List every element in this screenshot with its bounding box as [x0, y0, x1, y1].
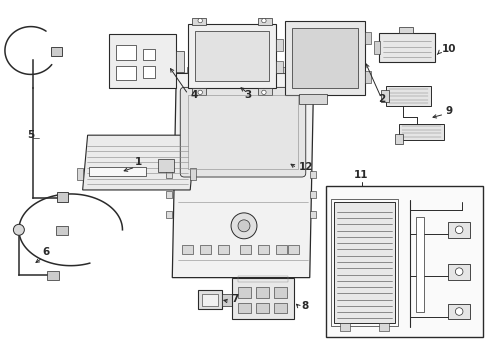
Bar — [116, 67, 136, 80]
Bar — [330, 199, 398, 327]
Bar — [238, 287, 250, 298]
Bar — [415, 217, 424, 312]
Text: 1: 1 — [135, 157, 142, 167]
Text: 11: 11 — [354, 170, 368, 180]
Bar — [238, 302, 250, 314]
Circle shape — [454, 226, 462, 234]
Circle shape — [13, 224, 24, 235]
Bar — [166, 211, 172, 218]
Bar — [399, 27, 412, 32]
Circle shape — [238, 220, 249, 232]
Bar — [379, 32, 434, 62]
Text: 4: 4 — [190, 90, 198, 100]
Bar — [158, 159, 174, 172]
Bar — [447, 303, 469, 319]
FancyBboxPatch shape — [180, 87, 305, 177]
Bar — [258, 18, 271, 24]
Bar — [395, 134, 403, 144]
Bar — [176, 50, 184, 72]
Bar — [258, 88, 271, 95]
Bar — [275, 245, 286, 254]
Bar — [182, 245, 193, 254]
Bar — [238, 276, 287, 282]
Text: 2: 2 — [377, 94, 385, 104]
Bar — [190, 168, 196, 180]
Bar — [47, 271, 59, 280]
Bar — [187, 67, 205, 73]
Bar — [333, 202, 395, 323]
Bar — [232, 278, 293, 319]
Bar — [373, 41, 380, 54]
Bar — [202, 293, 218, 306]
Text: 6: 6 — [42, 247, 49, 257]
Bar — [309, 171, 315, 178]
Circle shape — [198, 90, 202, 95]
Bar — [339, 323, 349, 332]
Bar — [309, 211, 315, 218]
Bar — [57, 192, 67, 202]
Bar — [218, 245, 228, 254]
Bar — [192, 18, 206, 24]
Bar — [188, 24, 275, 88]
Bar — [291, 28, 357, 88]
Bar — [77, 168, 82, 180]
Text: 3: 3 — [244, 90, 251, 100]
Text: 10: 10 — [441, 45, 455, 54]
Bar — [166, 191, 172, 198]
Bar — [287, 245, 298, 254]
Bar — [56, 226, 67, 235]
Bar — [381, 90, 388, 102]
Bar — [195, 31, 268, 81]
Circle shape — [261, 18, 265, 23]
Bar — [386, 86, 430, 106]
Text: 5: 5 — [27, 130, 34, 140]
Circle shape — [198, 18, 202, 23]
Bar — [192, 88, 206, 95]
Bar — [298, 94, 326, 104]
Bar — [88, 167, 146, 176]
Bar — [447, 222, 469, 238]
Bar — [108, 33, 176, 88]
Text: 8: 8 — [301, 301, 308, 311]
Bar — [166, 171, 172, 178]
Bar — [198, 289, 222, 310]
Bar — [143, 67, 155, 78]
Bar — [275, 62, 282, 73]
Bar — [258, 245, 268, 254]
Bar — [275, 39, 282, 50]
Bar — [143, 49, 155, 60]
Text: 9: 9 — [445, 106, 452, 116]
Bar — [399, 124, 443, 140]
Text: 12: 12 — [298, 162, 312, 172]
Circle shape — [261, 90, 265, 95]
Bar — [188, 95, 297, 169]
Circle shape — [454, 308, 462, 315]
Polygon shape — [172, 73, 313, 278]
Circle shape — [454, 268, 462, 275]
Bar — [364, 32, 370, 44]
Bar — [281, 67, 299, 73]
Bar — [309, 191, 315, 198]
Bar — [447, 264, 469, 280]
Text: 7: 7 — [231, 293, 238, 303]
Bar — [285, 21, 364, 95]
Bar — [325, 186, 482, 337]
Bar — [200, 245, 211, 254]
Bar — [255, 302, 268, 314]
Bar — [255, 287, 268, 298]
Bar — [273, 302, 286, 314]
Bar — [379, 323, 388, 332]
Bar — [273, 287, 286, 298]
Circle shape — [230, 213, 256, 239]
Bar — [240, 245, 250, 254]
Bar — [116, 45, 136, 60]
Bar — [51, 46, 61, 57]
Polygon shape — [82, 135, 195, 190]
Bar — [222, 293, 232, 306]
Bar — [364, 71, 370, 84]
